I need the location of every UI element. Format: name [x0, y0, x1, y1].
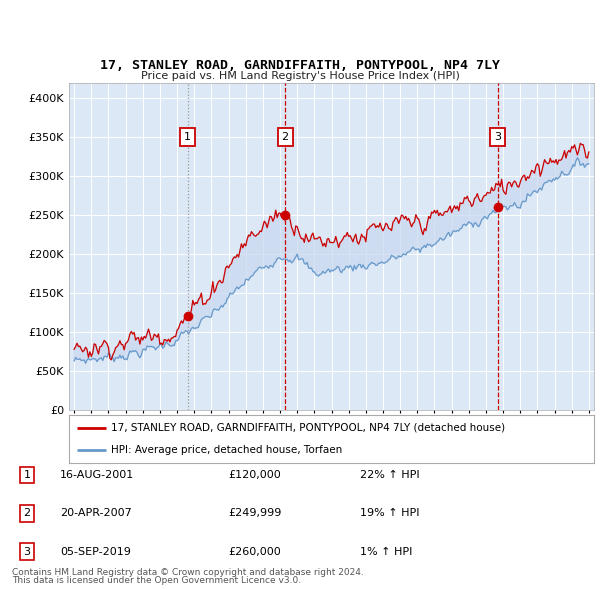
Text: £120,000: £120,000	[228, 470, 281, 480]
Text: 2: 2	[281, 132, 289, 142]
Text: 17, STANLEY ROAD, GARNDIFFAITH, PONTYPOOL, NP4 7LY (detached house): 17, STANLEY ROAD, GARNDIFFAITH, PONTYPOO…	[111, 423, 505, 433]
Text: 16-AUG-2001: 16-AUG-2001	[60, 470, 134, 480]
Text: 1% ↑ HPI: 1% ↑ HPI	[360, 547, 412, 556]
Text: Contains HM Land Registry data © Crown copyright and database right 2024.: Contains HM Land Registry data © Crown c…	[12, 568, 364, 577]
Text: HPI: Average price, detached house, Torfaen: HPI: Average price, detached house, Torf…	[111, 445, 342, 455]
Text: £260,000: £260,000	[228, 547, 281, 556]
Text: 1: 1	[184, 132, 191, 142]
Text: £249,999: £249,999	[228, 509, 281, 518]
Text: 2: 2	[23, 509, 31, 518]
Text: 1: 1	[23, 470, 31, 480]
Text: 3: 3	[494, 132, 501, 142]
Text: 05-SEP-2019: 05-SEP-2019	[60, 547, 131, 556]
Text: 20-APR-2007: 20-APR-2007	[60, 509, 132, 518]
Text: 19% ↑ HPI: 19% ↑ HPI	[360, 509, 419, 518]
Text: 17, STANLEY ROAD, GARNDIFFAITH, PONTYPOOL, NP4 7LY: 17, STANLEY ROAD, GARNDIFFAITH, PONTYPOO…	[100, 59, 500, 72]
Text: Price paid vs. HM Land Registry's House Price Index (HPI): Price paid vs. HM Land Registry's House …	[140, 71, 460, 81]
Text: 22% ↑ HPI: 22% ↑ HPI	[360, 470, 419, 480]
Text: 3: 3	[23, 547, 31, 556]
Text: This data is licensed under the Open Government Licence v3.0.: This data is licensed under the Open Gov…	[12, 576, 301, 585]
